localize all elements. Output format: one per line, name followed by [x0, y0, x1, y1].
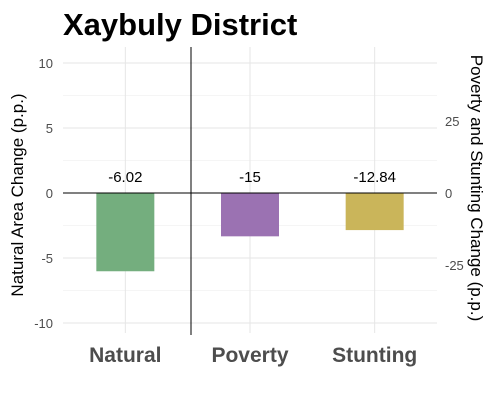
bars [96, 193, 404, 272]
data-label-natural: -6.02 [108, 169, 142, 186]
bar-natural [96, 193, 155, 272]
category-labels: Natural Poverty Stunting [89, 344, 417, 367]
data-label-stunting: -12.84 [353, 169, 396, 186]
category-label-stunting: Stunting [332, 344, 417, 367]
bar-poverty [221, 193, 279, 237]
chart-title: Xaybuly District [63, 7, 297, 42]
left-tick-label: 0 [46, 186, 53, 201]
grid [63, 47, 437, 333]
category-label-poverty: Poverty [211, 344, 288, 367]
right-tick-label: 25 [445, 114, 459, 129]
bar-stunting [345, 193, 404, 231]
right-axis-ticks: 25 0 -25 [445, 114, 464, 273]
category-label-natural: Natural [89, 344, 161, 367]
y-axis-label: Natural Area Change (p.p.) [8, 93, 27, 296]
right-axis-label: Poverty and Stunting Change (p.p.) [467, 55, 486, 322]
right-tick-label: -25 [445, 258, 464, 273]
left-tick-label: 10 [39, 56, 53, 71]
data-labels: -6.02 -15 -12.84 [108, 169, 396, 186]
left-tick-label: -5 [41, 251, 53, 266]
left-axis-ticks: 10 5 0 -5 -10 [34, 56, 53, 331]
left-tick-label: 5 [46, 121, 53, 136]
left-tick-label: -10 [34, 316, 53, 331]
data-label-poverty: -15 [239, 169, 261, 186]
right-tick-label: 0 [445, 186, 452, 201]
